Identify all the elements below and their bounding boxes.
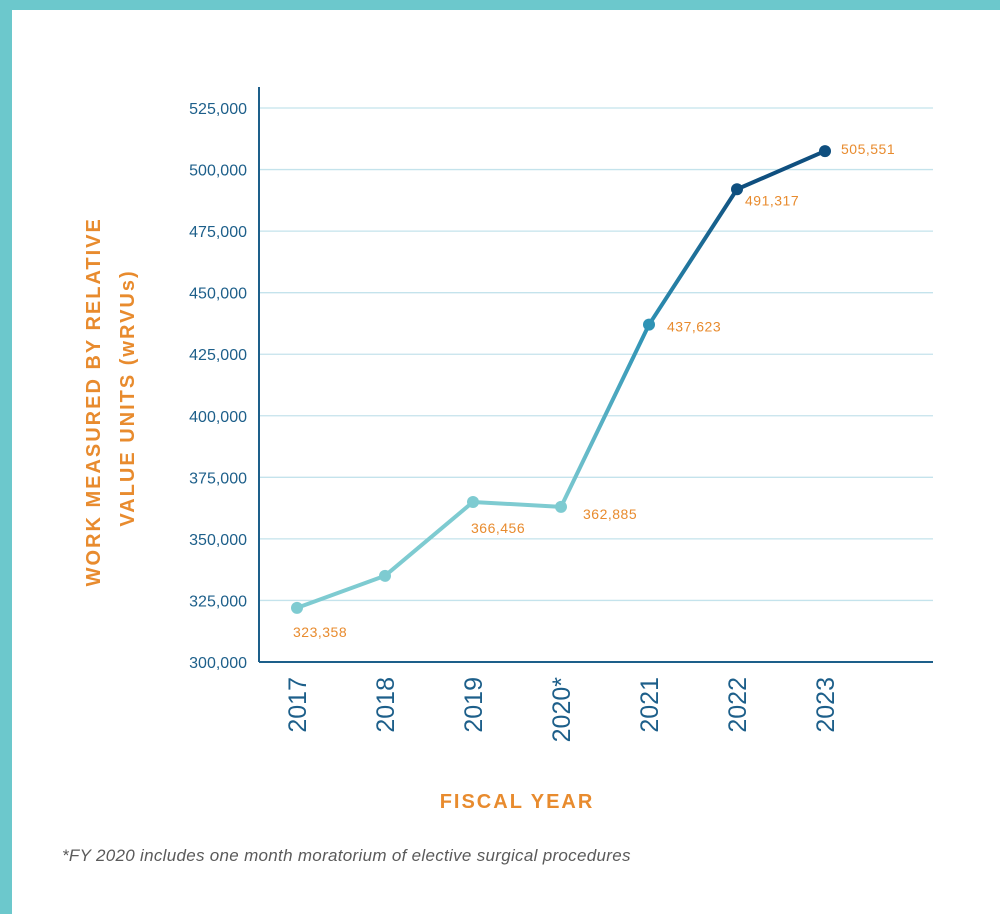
data-label: 323,358 — [293, 624, 347, 640]
y-tick-label: 300,000 — [189, 655, 247, 672]
data-label: 362,885 — [583, 506, 637, 522]
data-labels: 323,358 366,456 362,885 437,623 491,317 505,5… — [293, 141, 895, 640]
data-label: 505,551 — [841, 141, 895, 157]
y-tick-label: 325,000 — [189, 593, 247, 610]
y-axis-title-line-2: VALUE UNITS (wRVUs) — [117, 269, 139, 526]
y-tick-label: 400,000 — [189, 409, 247, 426]
data-point — [291, 601, 303, 614]
y-tick-label: 375,000 — [189, 470, 247, 487]
x-tick-label: 2023 — [812, 677, 840, 733]
x-tick-label: 2021 — [636, 677, 664, 733]
y-axis-title: WORK MEASURED BY RELATIVE VALUE UNITS (w… — [83, 210, 139, 587]
data-point — [731, 183, 743, 196]
x-tick-label: 2019 — [460, 677, 488, 733]
data-point — [467, 495, 479, 508]
y-tick-label: 450,000 — [189, 286, 247, 303]
data-point — [379, 569, 391, 582]
x-tick-label: 2017 — [284, 677, 312, 733]
x-tick-labels: 2017 2018 2019 2020* 2021 2022 2023 — [284, 677, 840, 743]
x-tick-label: 2018 — [372, 677, 400, 733]
series-line-group — [291, 145, 831, 614]
data-point — [643, 318, 655, 331]
data-label: 491,317 — [745, 192, 799, 208]
y-tick-label: 500,000 — [189, 163, 247, 180]
y-tick-label: 525,000 — [189, 101, 247, 118]
x-axis-title: FISCAL YEAR — [440, 791, 595, 813]
gridlines — [259, 107, 933, 602]
data-label: 366,456 — [471, 520, 525, 536]
y-tick-label: 475,000 — [189, 224, 247, 241]
data-point — [555, 500, 567, 513]
x-tick-label: 2020* — [548, 677, 576, 743]
y-axis-title-line-1: WORK MEASURED BY RELATIVE — [83, 217, 105, 586]
x-tick-label: 2022 — [724, 677, 752, 733]
y-tick-label: 350,000 — [189, 532, 247, 549]
y-tick-label: 425,000 — [189, 347, 247, 364]
footnote: *FY 2020 includes one month moratorium o… — [62, 846, 631, 865]
data-point — [819, 145, 831, 158]
data-label: 437,623 — [667, 319, 721, 335]
y-tick-labels: 300,000 325,000 350,000 375,000 400,000 425,0… — [189, 101, 247, 672]
